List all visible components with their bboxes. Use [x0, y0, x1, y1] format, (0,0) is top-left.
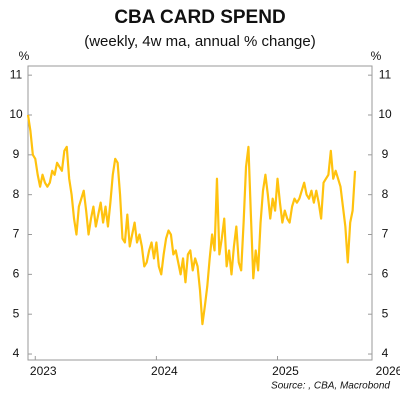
y-tick-label: 9	[13, 147, 20, 161]
y2-tick-label: 5	[382, 306, 389, 320]
source-note: Source: , CBA, Macrobond	[271, 381, 390, 392]
y-tick-label: 4	[13, 346, 20, 360]
x-tick-label: 2024	[151, 364, 178, 378]
y2-tick-label: 10	[378, 107, 392, 121]
y-tick-label: 6	[13, 267, 20, 281]
y2-tick-label: 11	[379, 67, 392, 81]
x-tick-label: 2023	[30, 364, 57, 378]
y-tick-label: 10	[9, 107, 23, 121]
x-tick-label: 2025	[272, 364, 299, 378]
y2-tick-label: 6	[382, 267, 389, 281]
x-tick-label: 2026	[376, 364, 400, 378]
y-unit: %	[19, 49, 30, 63]
y2-tick-label: 4	[382, 346, 389, 360]
chart-subtitle: (weekly, 4w ma, annual % change)	[84, 33, 316, 50]
plot-frame	[27, 65, 373, 361]
chart-title: CBA CARD SPEND	[114, 7, 285, 28]
y2-tick-label: 7	[382, 227, 389, 241]
y-tick-label: 7	[13, 227, 20, 241]
y-tick-label: 11	[10, 67, 23, 81]
y-tick-label: 5	[13, 306, 20, 320]
y2-tick-label: 8	[382, 187, 389, 201]
y-tick-label: 8	[13, 187, 20, 201]
y2-unit: %	[371, 49, 382, 63]
y2-tick-label: 9	[382, 147, 389, 161]
data-line	[26, 114, 357, 326]
